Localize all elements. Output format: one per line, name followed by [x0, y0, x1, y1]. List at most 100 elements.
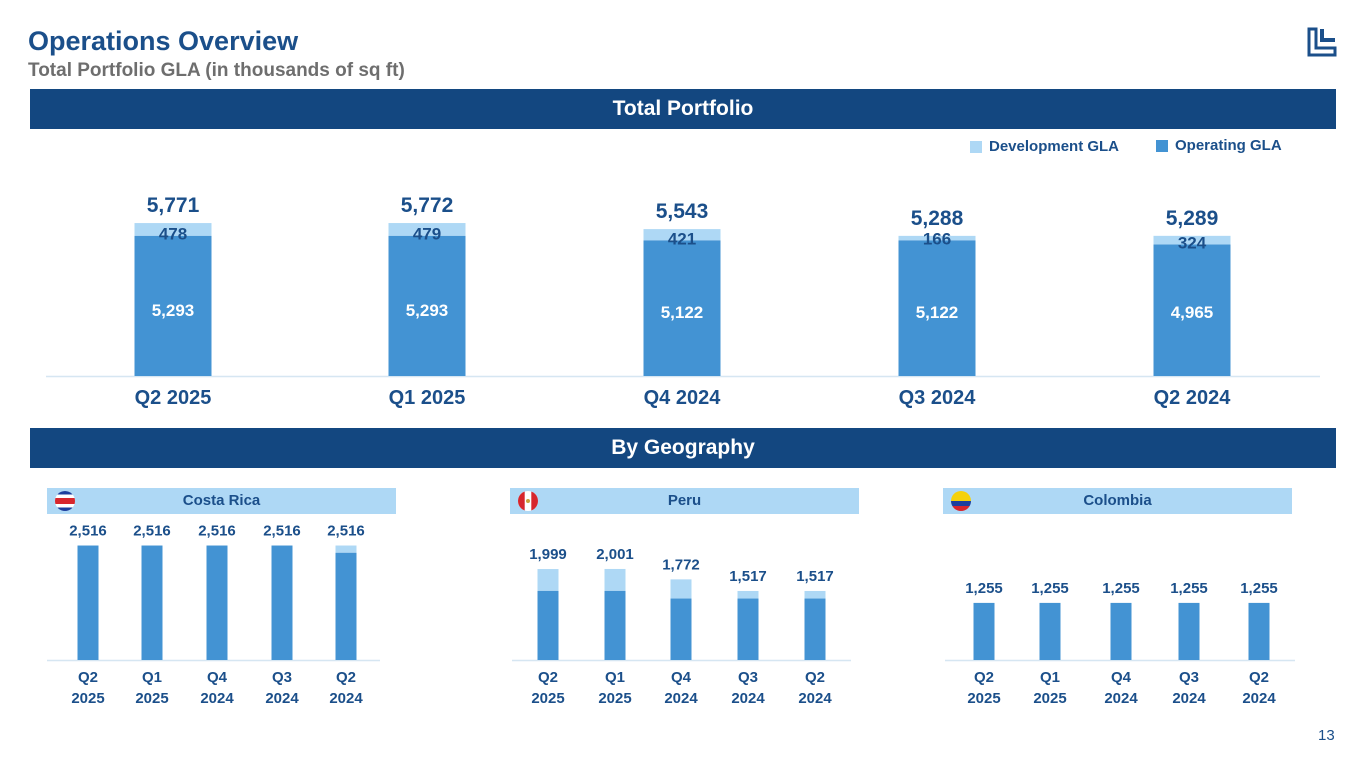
- costa-rica-operating-bar: [335, 552, 357, 660]
- colombia-tick-label-year: 2025: [1033, 690, 1066, 707]
- peru-tick-label-quarter: Q4: [671, 669, 692, 686]
- colombia-operating-bar: [1178, 602, 1200, 660]
- colombia-tick-label-quarter: Q2: [974, 669, 994, 686]
- peru-tick-label-year: 2024: [798, 690, 832, 707]
- development-value-label: 324: [1178, 233, 1207, 252]
- colombia-total-label: 1,255: [965, 580, 1003, 597]
- development-bar: [134, 223, 212, 236]
- category-tick-label: Q3 2024: [899, 387, 977, 409]
- by-geography-banner: By Geography: [30, 428, 1336, 468]
- costa-rica-header: Costa Rica: [47, 488, 396, 514]
- costa-rica-operating-bar: [141, 545, 163, 660]
- total-value-label: 5,289: [1166, 207, 1219, 230]
- costa-rica-total-label: 2,516: [327, 523, 365, 540]
- colombia-operating-bar: [973, 602, 995, 660]
- costa-rica-operating-bar: [206, 545, 228, 660]
- peru-development-bar: [804, 590, 826, 599]
- page-subtitle: Total Portfolio GLA (in thousands of sq …: [28, 60, 405, 81]
- costa-rica-total-label: 2,516: [133, 523, 171, 540]
- peru-operating-bar: [737, 598, 759, 660]
- colombia-flag-icon: [951, 491, 971, 511]
- peru-operating-bar: [537, 590, 559, 660]
- peru-tick-label-quarter: Q1: [605, 669, 625, 686]
- peru-tick-label-year: 2025: [531, 690, 564, 707]
- operating-bar: [643, 240, 721, 376]
- development-value-label: 478: [159, 225, 187, 244]
- costa-rica-operating-bar: [271, 545, 293, 660]
- colombia-total-label: 1,255: [1170, 580, 1208, 597]
- peru-development-bar: [737, 590, 759, 599]
- total-value-label: 5,771: [147, 194, 200, 217]
- colombia-tick-label-quarter: Q3: [1179, 669, 1199, 686]
- costa-rica-development-bar: [335, 545, 357, 553]
- peru-total-label: 1,772: [662, 556, 700, 573]
- development-bar: [898, 235, 976, 241]
- peru-tick-label-year: 2024: [664, 690, 698, 707]
- development-value-label: 166: [923, 229, 951, 248]
- peru-development-bar: [537, 569, 559, 591]
- development-bar: [643, 229, 721, 241]
- category-tick-label: Q1 2025: [389, 387, 466, 409]
- legend-operating-label: Operating GLA: [1175, 137, 1282, 154]
- colombia-tick-label-year: 2025: [967, 690, 1000, 707]
- development-value-label: 421: [668, 229, 696, 248]
- costa-rica-tick-label-year: 2024: [200, 690, 234, 707]
- costa-rica-tick-label-year: 2025: [71, 690, 104, 707]
- operating-bar: [1153, 244, 1231, 376]
- peru-flag-icon: [518, 491, 538, 511]
- total-portfolio-banner: Total Portfolio: [30, 89, 1336, 129]
- operating-value-label: 5,293: [406, 301, 449, 320]
- legend-operating: Operating GLA: [1156, 137, 1282, 154]
- category-tick-label: Q2 2024: [1154, 387, 1232, 409]
- colombia-total-label: 1,255: [1102, 580, 1140, 597]
- operating-value-label: 5,293: [152, 301, 195, 320]
- peru-total-label: 1,999: [529, 546, 567, 563]
- page-number: 13: [1318, 727, 1335, 744]
- costa-rica-total-label: 2,516: [69, 523, 107, 540]
- colombia-total-label: 1,255: [1031, 580, 1069, 597]
- peru-operating-bar: [670, 598, 692, 660]
- colombia-tick-label-year: 2024: [1242, 690, 1276, 707]
- development-bar: [1153, 235, 1231, 245]
- peru-tick-label-quarter: Q2: [538, 669, 558, 686]
- colombia-total-label: 1,255: [1240, 580, 1278, 597]
- colombia-tick-label-year: 2024: [1104, 690, 1138, 707]
- peru-tick-label-year: 2025: [598, 690, 631, 707]
- operating-value-label: 4,965: [1171, 303, 1214, 322]
- costa-rica-total-label: 2,516: [263, 523, 301, 540]
- category-tick-label: Q4 2024: [644, 387, 722, 409]
- costa-rica-tick-label-quarter: Q1: [142, 669, 162, 686]
- legend-development-label: Development GLA: [989, 138, 1120, 155]
- costa-rica-tick-label-quarter: Q2: [78, 669, 98, 686]
- costa-rica-tick-label-year: 2025: [135, 690, 168, 707]
- peru-total-label: 2,001: [596, 546, 634, 563]
- costa-rica-tick-label-year: 2024: [329, 690, 363, 707]
- peru-development-bar: [604, 568, 626, 591]
- company-logo-icon: [1307, 27, 1337, 57]
- costa-rica-tick-label-quarter: Q4: [207, 669, 228, 686]
- costa-rica-operating-bar: [77, 545, 99, 660]
- costa-rica-flag-icon: [55, 491, 75, 511]
- operating-bar: [898, 240, 976, 376]
- total-value-label: 5,288: [911, 207, 964, 230]
- costa-rica-tick-label-quarter: Q3: [272, 669, 292, 686]
- total-value-label: 5,772: [401, 194, 454, 217]
- colombia-operating-bar: [1248, 602, 1270, 660]
- colombia-tick-label-quarter: Q1: [1040, 669, 1060, 686]
- operating-value-label: 5,122: [916, 303, 959, 322]
- costa-rica-title: Costa Rica: [182, 492, 261, 509]
- colombia-operating-bar: [1039, 602, 1061, 660]
- operating-bar: [134, 235, 212, 376]
- costa-rica-tick-label-year: 2024: [265, 690, 299, 707]
- colombia-header: Colombia: [943, 488, 1292, 514]
- colombia-tick-label-quarter: Q2: [1249, 669, 1269, 686]
- legend-development-swatch: [970, 140, 982, 153]
- operating-value-label: 5,122: [661, 303, 704, 322]
- colombia-title: Colombia: [1083, 492, 1152, 509]
- peru-operating-bar: [804, 598, 826, 660]
- colombia-operating-bar: [1110, 602, 1132, 660]
- peru-development-bar: [670, 579, 692, 599]
- peru-title: Peru: [667, 492, 702, 509]
- peru-tick-label-quarter: Q2: [805, 669, 825, 686]
- development-value-label: 479: [413, 225, 441, 244]
